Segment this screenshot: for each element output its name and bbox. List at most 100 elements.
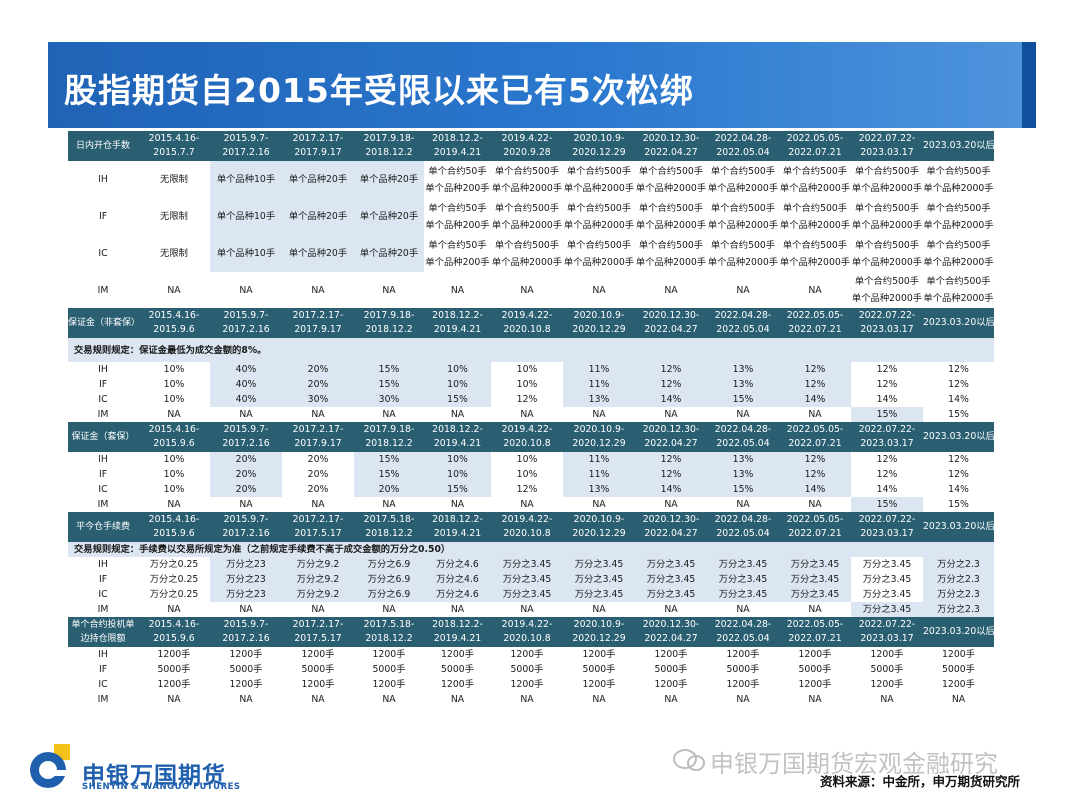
table-row: IC 1200手 1200手 1200手 1200手 1200手 1200手 1200手 120… (68, 677, 994, 692)
period-header-cell: 2015.9.7- 2017.2.16 (210, 422, 282, 452)
period-header-cell: 2017.2.17- 2017.9.17 (282, 422, 354, 452)
table-cell: NA (167, 284, 181, 296)
table-cell: 单个合约500手 单个品种2000手 (923, 239, 994, 268)
table-cell: 5000手 (301, 664, 335, 675)
section-label: 单个合约投机单 边持仓限额 (68, 617, 138, 647)
table-cell: NA (520, 284, 534, 296)
table-cell: 单个品种10手 (210, 161, 282, 198)
period-header-cell: 2018.12.2- 2019.4.21 (424, 308, 491, 338)
table-cell: 10% (424, 362, 491, 377)
table-cell: 10% (516, 364, 538, 375)
period-header-cell: 2023.03.20以后 (923, 131, 994, 161)
table-cell: 万分之23 (210, 572, 282, 587)
table-row: IM NA NA NA NA NA NA NA NA NA NA 单个合约500手 单个品种2000手单… (68, 272, 994, 308)
wechat-watermark-icon (673, 749, 705, 771)
table-cell: 14% (635, 392, 707, 407)
section-label: 保证金（套保） (68, 422, 138, 452)
table-cell: 单个品种20手 (282, 161, 354, 198)
period-header-cell: 2017.9.18- 2018.12.2 (354, 422, 424, 452)
period-header-cell: 2018.12.2- 2019.4.21 (424, 422, 491, 452)
period-header-cell: 2020.10.9- 2020.12.29 (563, 308, 635, 338)
table-cell: NA (239, 284, 253, 296)
table-cell: 单个品种20手 (282, 235, 354, 272)
table-cell: NA (592, 409, 606, 420)
table-cell: 13% (707, 467, 779, 482)
table-cell: 万分之2.3 (923, 602, 994, 617)
section-label: 平今仓手续费 (68, 512, 138, 542)
table-cell: 单个合约500手 单个品种2000手 (707, 202, 779, 231)
table-cell: 单个合约500手 单个品种2000手 (635, 165, 707, 194)
brand-logo-icon (30, 744, 70, 788)
period-header-cell: 2020.12.30- 2022.04.27 (635, 512, 707, 542)
table-cell: NA (382, 604, 396, 615)
table-cell: 14% (876, 484, 898, 495)
period-header-cell: 2015.9.7- 2017.2.16 (210, 308, 282, 338)
table-cell: 万分之0.25 (149, 574, 199, 585)
table-cell: 万分之3.45 (563, 557, 635, 572)
period-header-cell: 2022.07.22- 2023.03.17 (851, 308, 923, 338)
table-cell: 万分之4.6 (424, 557, 491, 572)
table-cell: 万分之2.3 (923, 557, 994, 572)
table-cell: 10% (516, 379, 538, 390)
table-cell: 万分之2.3 (923, 587, 994, 602)
period-header-cell: 2020.10.9- 2020.12.29 (563, 131, 635, 161)
table-cell: NA (520, 604, 534, 615)
table-cell: 1200手 (229, 649, 263, 660)
period-header-cell: 2017.2.17- 2017.9.17 (282, 131, 354, 161)
table-cell: 15% (948, 409, 969, 420)
table-cell: 5000手 (510, 664, 544, 675)
period-header-cell: 2023.03.20以后 (923, 512, 994, 542)
table-cell: 12% (876, 469, 898, 480)
table-cell: 5000手 (654, 664, 688, 675)
period-header-cell: 2022.05.05- 2022.07.21 (779, 131, 851, 161)
period-header-cell: 2019.4.22- 2020.10.8 (491, 422, 563, 452)
table-cell: 12% (876, 364, 898, 375)
table-cell: 14% (948, 394, 969, 405)
table-cell: 单个合约500手 单个品种2000手 (635, 239, 707, 268)
table-cell: 15% (424, 392, 491, 407)
table-cell: 14% (635, 482, 707, 497)
table-cell: 单个合约500手 单个品种2000手 (563, 202, 635, 231)
table-cell: NA (382, 499, 396, 510)
table-cell: 万分之3.45 (635, 587, 707, 602)
table-cell: 11% (563, 467, 635, 482)
section-note-row: 交易规则规定：手续费以交易所规定为准（之前规定手续费不高于成交金额的万分之0.5… (68, 542, 994, 557)
period-header-cell: 2023.03.20以后 (923, 308, 994, 338)
period-header-cell: 2017.5.18- 2018.12.2 (354, 617, 424, 647)
contract-label: IH (98, 364, 108, 375)
table-cell: 15% (424, 482, 491, 497)
table-cell: NA (664, 409, 678, 420)
rules-table-container: 日内开仓手数 2015.4.16- 2015.7.7 2015.9.7- 2017.2.… (68, 131, 994, 707)
section-note: 交易规则规定：手续费以交易所规定为准（之前规定手续费不高于成交金额的万分之0.5… (68, 542, 994, 557)
table-cell: NA (592, 499, 606, 510)
table-cell: NA (450, 499, 465, 510)
table-cell: 1200手 (870, 649, 904, 660)
table-row: IM NA NA NA NA NA NA NA NA NA NA 15% 15% (68, 497, 994, 512)
period-header-cell: 2015.4.16- 2015.9.6 (138, 617, 210, 647)
table-cell: 12% (948, 364, 969, 375)
period-header-cell: 2020.10.9- 2020.12.29 (563, 617, 635, 647)
table-cell: 13% (563, 392, 635, 407)
contract-label: IM (97, 409, 109, 420)
table-cell: 万分之3.45 (707, 557, 779, 572)
table-cell: 1200手 (157, 649, 191, 660)
contract-label: IM (97, 694, 109, 705)
table-cell: 万分之23 (210, 557, 282, 572)
period-header-cell: 2023.03.20以后 (923, 617, 994, 647)
table-cell: 11% (563, 362, 635, 377)
source-note: 资料来源：中金所，申万期货研究所 (820, 774, 1021, 789)
table-cell: 1200手 (372, 649, 406, 660)
period-header-cell: 2022.04.28- 2022.05.04 (707, 131, 779, 161)
table-cell: 万分之3.45 (491, 572, 563, 587)
brand-name-en: SHENYIN & WANGUO FUTURES (82, 782, 241, 792)
table-cell: 15% (948, 499, 969, 510)
table-cell: 40% (210, 392, 282, 407)
period-header-cell: 2020.12.30- 2022.04.27 (635, 131, 707, 161)
table-cell: NA (736, 409, 750, 420)
section-label: 日内开仓手数 (68, 131, 138, 161)
contract-label: IH (98, 649, 108, 660)
table-cell: NA (382, 409, 396, 420)
table-cell: 20% (282, 362, 354, 377)
contract-label: IM (97, 604, 109, 615)
table-cell: 15% (354, 377, 424, 392)
